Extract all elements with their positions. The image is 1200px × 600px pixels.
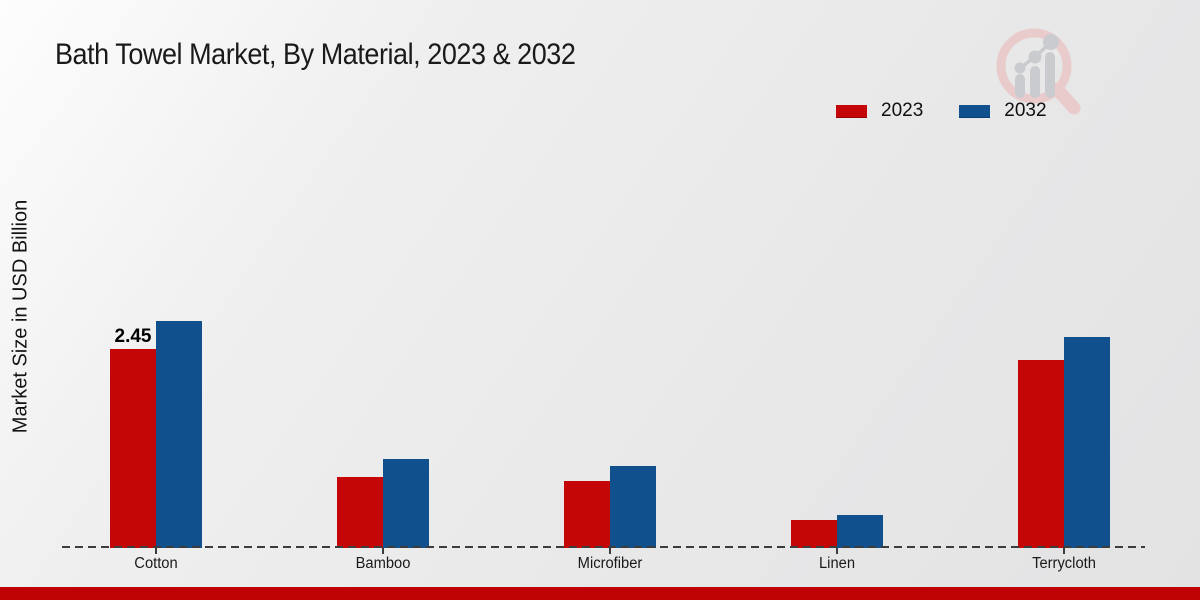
chart-title: Bath Towel Market, By Material, 2023 & 2… bbox=[55, 38, 576, 71]
legend-swatch-2032 bbox=[959, 104, 991, 118]
x-axis-tick bbox=[382, 548, 384, 554]
legend-item-2032: 2032 bbox=[959, 100, 1047, 122]
x-axis-label-cotton: Cotton bbox=[134, 555, 178, 572]
legend-swatch-2023 bbox=[836, 104, 867, 118]
bar-2023-cotton bbox=[110, 349, 156, 548]
x-axis-label-linen: Linen bbox=[818, 555, 856, 572]
logo-ring bbox=[996, 28, 1072, 104]
footer-accent-bar bbox=[0, 587, 1200, 600]
legend-label-2032: 2032 bbox=[1004, 100, 1047, 121]
x-axis-label-terrycloth: Terrycloth bbox=[1032, 555, 1096, 572]
bar-2032-microfiber bbox=[610, 466, 656, 548]
x-axis-tick bbox=[609, 548, 611, 554]
x-axis-tick bbox=[1063, 548, 1065, 554]
legend-label-2023: 2023 bbox=[881, 100, 924, 121]
bar-2023-linen bbox=[791, 520, 837, 548]
legend-item-2023: 2023 bbox=[836, 100, 923, 122]
bar-2023-terrycloth bbox=[1018, 360, 1064, 548]
logo-bar-tall bbox=[1045, 52, 1055, 98]
x-axis-line bbox=[62, 546, 1145, 548]
logo-dot-small bbox=[1014, 62, 1026, 74]
x-axis-tick bbox=[155, 548, 157, 554]
x-axis-label-microfiber: Microfiber bbox=[577, 555, 643, 572]
bar-2023-bamboo bbox=[337, 477, 383, 548]
bar-2032-terrycloth bbox=[1064, 337, 1110, 548]
logo-bar-small bbox=[1015, 74, 1025, 98]
logo-dot-medium bbox=[1028, 50, 1042, 64]
magnifier-bar-chart-logo-icon bbox=[996, 28, 1081, 115]
bar-2032-linen bbox=[837, 515, 883, 548]
logo-dot-large bbox=[1043, 34, 1059, 50]
bar-2032-bamboo bbox=[383, 459, 429, 548]
bar-2023-microfiber bbox=[564, 481, 610, 548]
bar-value-label: 2.45 bbox=[114, 326, 152, 347]
logo-bar-medium bbox=[1030, 66, 1040, 98]
legend: 2023 2032 bbox=[836, 100, 1047, 122]
bar-2032-cotton bbox=[156, 321, 202, 548]
x-axis-tick bbox=[836, 548, 838, 554]
x-axis-label-bamboo: Bamboo bbox=[355, 555, 411, 572]
logo-handle bbox=[1050, 82, 1081, 115]
